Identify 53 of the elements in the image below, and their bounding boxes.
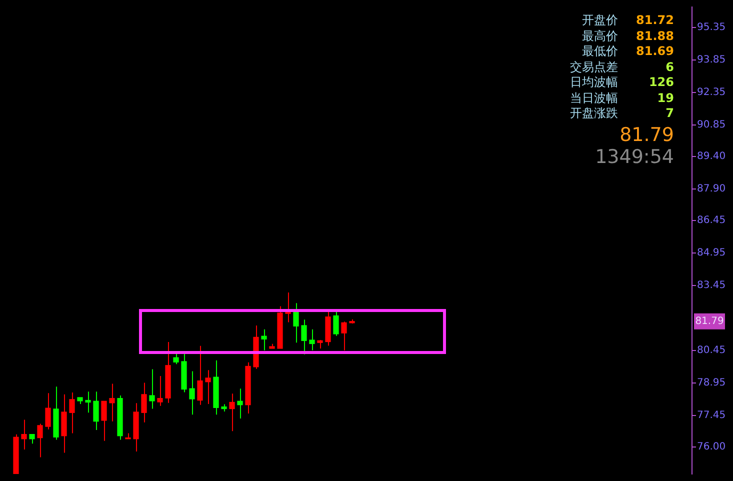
y-tick-label: 93.85 (697, 54, 726, 66)
candlestick (141, 382, 147, 423)
annotation: 日均波幅 (570, 75, 618, 90)
candlestick (309, 328, 315, 351)
candlestick (101, 400, 107, 442)
annotation: 81.72 (636, 13, 674, 28)
candlestick (333, 309, 339, 336)
candlestick (29, 434, 35, 444)
candlestick (93, 391, 99, 430)
annotation: 6 (666, 60, 674, 74)
candlestick (85, 391, 91, 414)
annotation: 交易点差 (570, 60, 618, 74)
candlestick (261, 328, 267, 351)
y-tick-label: 87.90 (697, 183, 726, 194)
candlestick (173, 352, 179, 365)
text: 81.79 (695, 316, 724, 327)
annotation: 81.88 (636, 28, 674, 44)
annotation: 81.79 (620, 124, 674, 146)
candlestick (69, 392, 75, 434)
y-tick-label: 78.95 (697, 378, 726, 389)
y-tick-label: 90.85 (697, 120, 726, 131)
y-tick-label: 84.95 (697, 247, 726, 258)
y-tick-label: 86.45 (697, 214, 726, 226)
candlestick (197, 345, 203, 406)
candlestick (189, 370, 195, 416)
candlestick (37, 423, 43, 458)
candlestick (149, 368, 155, 410)
y-tick-label: 92.35 (697, 87, 726, 98)
annotation: 19 (657, 90, 674, 106)
candlestick (229, 393, 235, 432)
annotation: 最高价 (582, 28, 618, 44)
candlestick (237, 388, 243, 419)
y-tick-label: 89.40 (697, 150, 726, 162)
candlestick (109, 383, 115, 422)
candlestick (21, 419, 27, 450)
candlestick (205, 370, 211, 404)
annotation: 1349:54 (595, 146, 674, 168)
annotation: 最低价 (582, 44, 618, 59)
candlestick (157, 376, 163, 406)
y-tick-label: 76.00 (697, 441, 726, 452)
candlestick (341, 321, 347, 351)
annotation: 7 (666, 106, 674, 121)
y-tick-label: 95.35 (697, 22, 726, 33)
annotation: 开盘涨跌 (570, 106, 618, 121)
y-tick-label: 77.45 (697, 410, 726, 422)
annotation: 开盘价 (582, 13, 618, 28)
y-tick-label: 80.45 (697, 345, 726, 356)
annotation: 126 (648, 75, 674, 90)
annotation: 当日波幅 (570, 90, 618, 106)
annotation: 81.69 (636, 44, 674, 59)
candlestick (301, 319, 307, 355)
candlestick (45, 392, 51, 430)
y-tick-label: 83.45 (697, 280, 726, 291)
